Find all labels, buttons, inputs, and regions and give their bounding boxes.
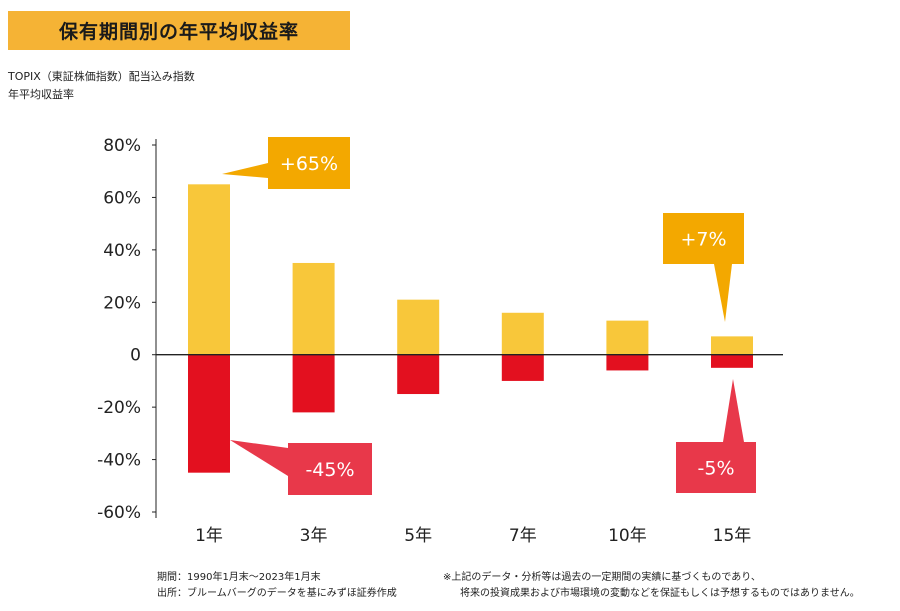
callout-pointer <box>714 264 732 322</box>
x-tick-label: 7年 <box>509 526 537 546</box>
y-tick-label: 20% <box>103 293 141 313</box>
bar-max <box>397 299 440 355</box>
bar-max <box>501 312 544 355</box>
bar-min <box>711 354 753 368</box>
title-banner: 保有期間別の年平均収益率 <box>8 11 350 50</box>
bar-max <box>606 320 649 355</box>
x-tick-label: 10年 <box>608 526 647 546</box>
callout-box <box>268 137 350 189</box>
footnote-disclaimer-2: 将来の投資成果および市場環境の変動などを保証もしくは予想するものではありません。 <box>460 588 860 599</box>
callout-box <box>676 442 756 493</box>
callout-label: -45% <box>305 459 354 481</box>
callout-box <box>288 443 372 495</box>
chart-subtitle: TOPIX（東証株価指数）配当込み指数 <box>8 70 195 83</box>
callout-label: +65% <box>280 153 338 175</box>
x-tick-label: 3年 <box>300 526 328 546</box>
footnote-source: 出所：ブルームバーグのデータを基にみずほ証券作成 <box>157 588 397 599</box>
x-tick-label: 5年 <box>404 526 432 546</box>
x-tick-label: 15年 <box>713 526 752 546</box>
x-tick-label: 1年 <box>195 526 223 546</box>
bar-max <box>188 184 230 355</box>
bar-min <box>397 354 440 395</box>
bar-max <box>711 336 753 355</box>
callout-label: -5% <box>698 458 735 480</box>
footnote-disclaimer-1: ※上記のデータ・分析等は過去の一定期間の実績に基づくものであり、 <box>443 572 761 583</box>
bar-min <box>606 354 649 371</box>
y-tick-label: -40% <box>97 451 141 471</box>
chart-unit-label: 年平均収益率 <box>8 88 74 101</box>
y-tick-label: -60% <box>97 503 141 523</box>
callout-box <box>663 213 744 264</box>
callout-pointer <box>723 379 744 442</box>
page-title: 保有期間別の年平均収益率 <box>58 21 299 43</box>
footnote-period: 期間：1990年1月末〜2023年1月末 <box>157 572 321 583</box>
bar-min <box>501 354 544 381</box>
y-tick-label: 0 <box>130 346 141 366</box>
y-tick-label: -20% <box>97 398 141 418</box>
y-tick-label: 80% <box>103 136 141 156</box>
y-tick-label: 60% <box>103 188 141 208</box>
bar-min <box>188 354 230 473</box>
bar-max <box>292 262 335 355</box>
callout-label: +7% <box>680 229 726 251</box>
y-tick-label: 40% <box>103 241 141 261</box>
bar-min <box>292 354 335 413</box>
callout-pointer <box>222 163 268 178</box>
callout-pointer <box>230 440 288 476</box>
